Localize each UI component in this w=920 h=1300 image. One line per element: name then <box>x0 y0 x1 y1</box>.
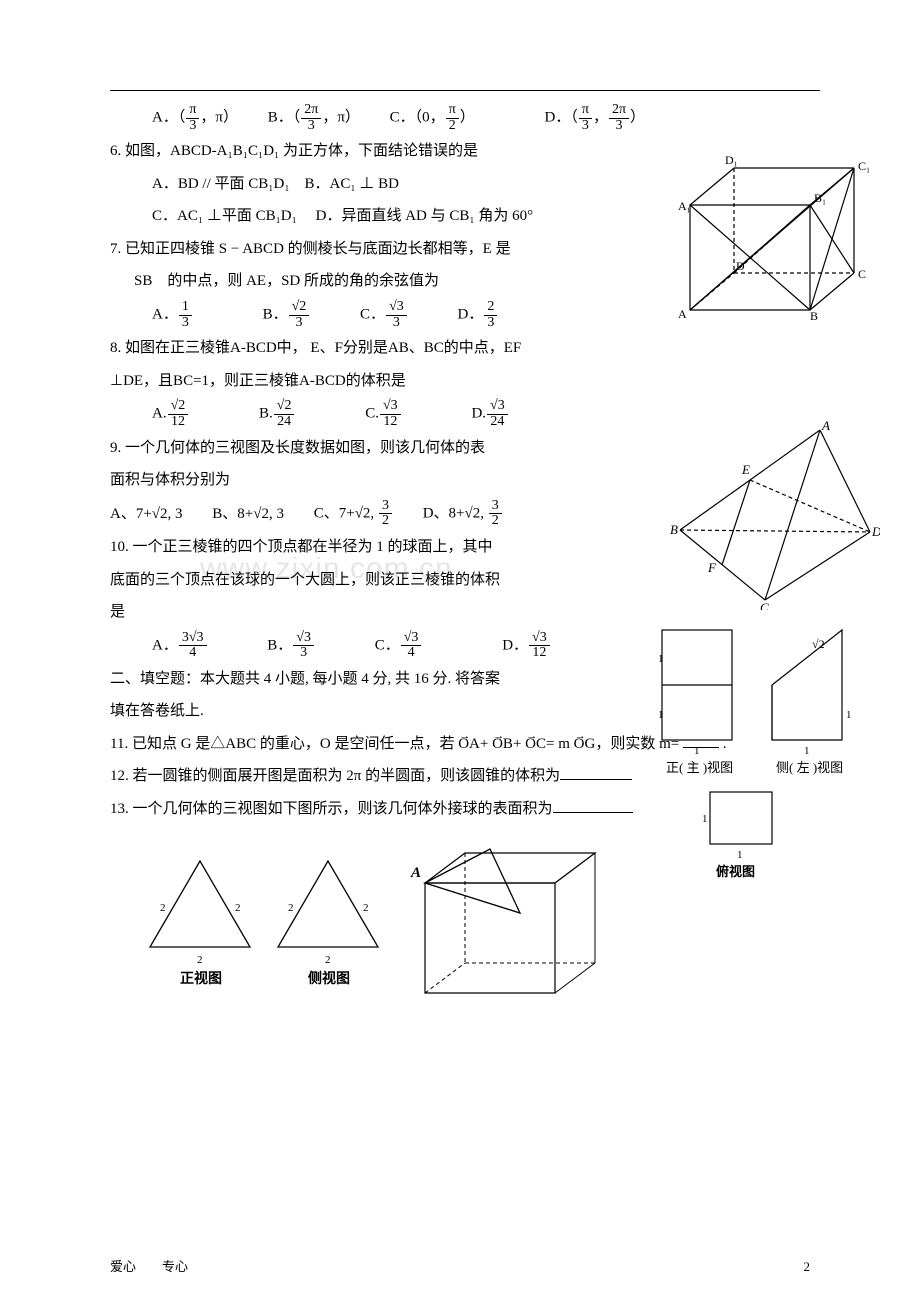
q7-options: A．13 B．√23 C．√33 D．23 <box>110 300 810 330</box>
page-footer: 爱心 专心 2 <box>110 1255 810 1280</box>
q10-l1: 10. 一个正三棱锥的四个顶点都在半径为 1 的球面上，其中 <box>110 533 810 562</box>
svg-text:B₁: B₁ <box>814 191 826 205</box>
q13: 13. 一个几何体的三视图如下图所示，则该几何体外接球的表面积为 <box>110 795 810 824</box>
q5-options: A．（π3，π） B．（2π3，π） C．（0，π2） D．（π3，2π3） <box>110 103 810 133</box>
q12: 12. 若一圆锥的侧面展开图是面积为 2π 的半圆面，则该圆锥的体积为 <box>110 762 810 791</box>
svg-text:C: C <box>858 267 866 281</box>
q7-l2: SB 的中点，则 AE，SD 所成的角的余弦值为 <box>110 267 810 296</box>
svg-text:2: 2 <box>160 902 166 914</box>
svg-text:2: 2 <box>288 902 294 914</box>
svg-text:2: 2 <box>197 954 203 966</box>
q10-l3: 是 <box>110 598 810 627</box>
svg-text:2: 2 <box>325 954 331 966</box>
section2-t1: 二、填空题：本大题共 4 小题, 每小题 4 分, 共 16 分. 将答案 <box>110 665 810 694</box>
svg-text:正视图: 正视图 <box>180 970 222 987</box>
svg-text:A: A <box>410 865 421 881</box>
q6-opt-ab: A．BD // 平面 CB₁D₁ B．AC₁ ⊥ BD <box>110 170 810 199</box>
q9-l2: 面积与体积分别为 <box>110 466 810 495</box>
svg-text:C₁: C₁ <box>858 159 870 173</box>
q8-l1: 8. 如图在正三棱锥A-BCD中， E、F分别是AB、BC的中点，EF <box>110 334 810 363</box>
q7-l1: 7. 已知正四棱锥 S − ABCD 的侧棱长与底面边长都相等，E 是 <box>110 235 810 264</box>
svg-text:2: 2 <box>235 902 241 914</box>
svg-text:侧视图: 侧视图 <box>308 970 350 987</box>
svg-text:√2: √2 <box>812 637 825 651</box>
q8-options: A.√212 B.√224 C.√312 D.√324 <box>110 399 810 429</box>
svg-text:D: D <box>871 524 880 539</box>
q10-l2: 底面的三个顶点在该球的一个大圆上，则该正三棱锥的体积 <box>110 566 810 595</box>
bottom-figures: 2 2 2 正视图 2 2 2 侧视图 A <box>110 843 810 1024</box>
svg-text:A: A <box>821 420 830 433</box>
q11: 11. 已知点 G 是△ABC 的重心，O 是空间任一点，若 OA+ OB+ O… <box>110 730 810 759</box>
svg-text:2: 2 <box>363 902 369 914</box>
svg-text:1: 1 <box>846 709 852 721</box>
q6-stem: 6. 如图，ABCD-A₁B₁C₁D₁ 为正方体，下面结论错误的是 <box>110 137 810 166</box>
section2-t2: 填在答卷纸上. <box>110 697 810 726</box>
svg-text:B: B <box>810 309 818 320</box>
q9-options: A、7+√2, 3 B、8+√2, 3 C、7+√2, 32 D、8+√2, 3… <box>110 499 810 529</box>
q6-opt-cd: C．AC₁ ⊥平面 CB₁D₁ D．异面直线 AD 与 CB₁ 角为 60° <box>110 202 810 231</box>
q9-l1: 9. 一个几何体的三视图及长度数据如图，则该几何体的表 <box>110 434 810 463</box>
q8-l2: ⊥DE，且BC=1，则正三棱锥A-BCD的体积是 <box>110 367 810 396</box>
q10-options: A．3√34 B．√33 C．√34 D．√312 <box>110 631 810 661</box>
